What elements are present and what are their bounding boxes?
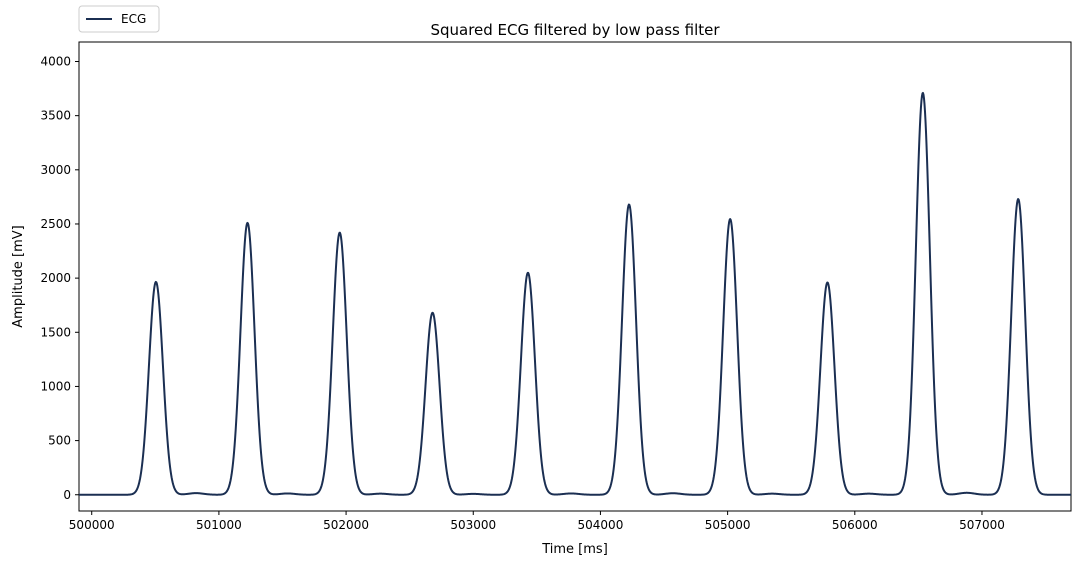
y-axis-label: Amplitude [mV] xyxy=(11,225,26,327)
x-tick-label: 507000 xyxy=(959,518,1005,532)
y-tick-label: 500 xyxy=(48,434,71,448)
x-tick-label: 505000 xyxy=(705,518,751,532)
x-tick-label: 502000 xyxy=(323,518,369,532)
y-tick-label: 0 xyxy=(63,488,71,502)
y-tick-label: 3500 xyxy=(40,109,71,123)
legend-box xyxy=(78,5,160,33)
y-tick-label: 1500 xyxy=(40,325,71,339)
y-tick-label: 4000 xyxy=(40,54,71,68)
x-tick-label: 500000 xyxy=(69,518,115,532)
plot-area xyxy=(78,41,1072,512)
y-axis: 0 500 1000 1500 2000 2500 3000 3500 4000 xyxy=(40,54,79,502)
series-line-ecg xyxy=(78,91,1072,496)
x-tick-label: 504000 xyxy=(578,518,624,532)
y-tick-label: 3000 xyxy=(40,163,71,177)
x-tick-label: 501000 xyxy=(196,518,242,532)
y-tick-label: 2500 xyxy=(40,217,71,231)
legend-label-ecg: ECG xyxy=(121,12,146,26)
y-tick-label: 1000 xyxy=(40,379,71,393)
plot-frame xyxy=(78,41,1072,512)
x-tick-label: 506000 xyxy=(832,518,878,532)
legend: ECG xyxy=(78,5,160,33)
x-axis-label: Time [ms] xyxy=(541,542,608,557)
x-axis: 500000 501000 502000 503000 504000 505000 5060… xyxy=(69,511,1005,532)
chart-title: Squared ECG filtered by low pass filter xyxy=(430,21,720,39)
y-tick-label: 2000 xyxy=(40,271,71,285)
x-tick-label: 503000 xyxy=(450,518,496,532)
